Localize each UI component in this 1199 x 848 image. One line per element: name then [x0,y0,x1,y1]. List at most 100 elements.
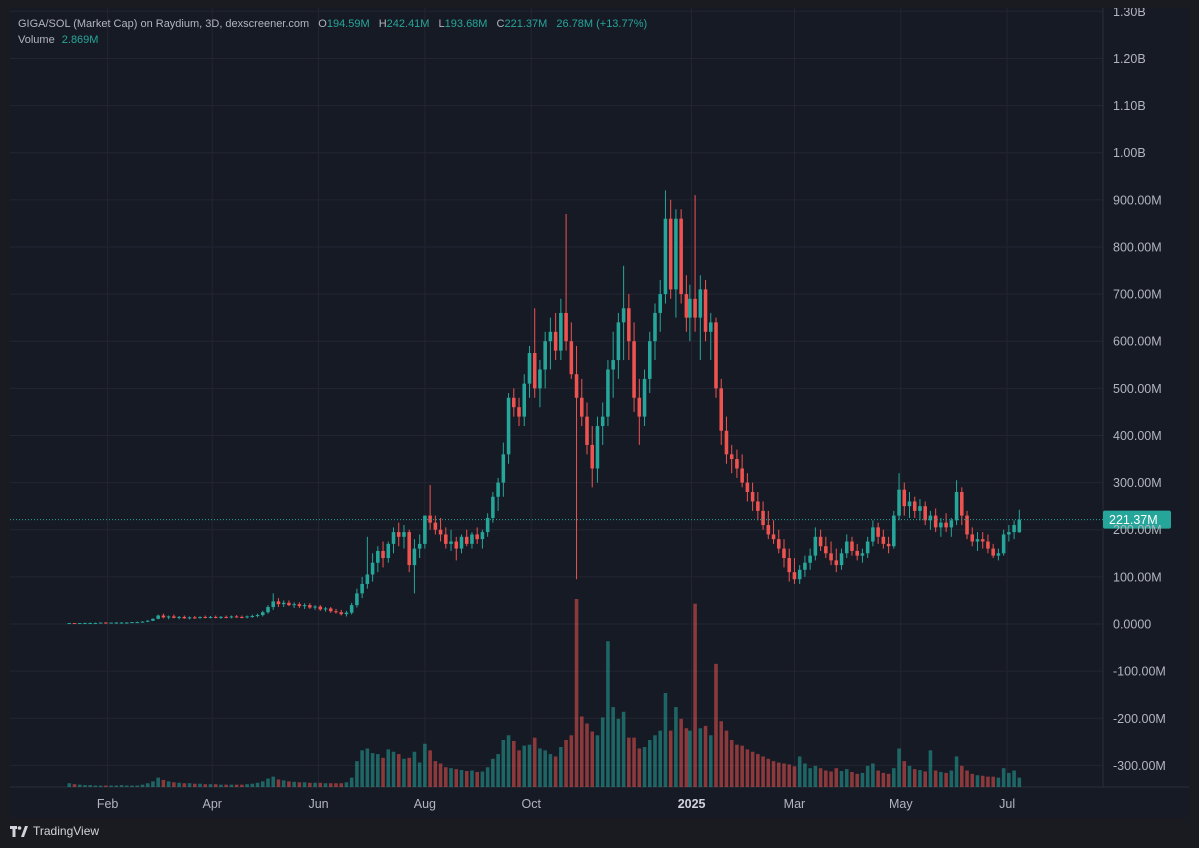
volume-bar [616,718,621,787]
candle-body [491,496,495,518]
volume-bar [349,777,354,787]
volume-bar [470,770,474,787]
y-tick-label: 500.00M [1113,382,1162,396]
volume-bar [933,770,938,787]
volume-bar [449,768,453,787]
candle-body [548,331,553,342]
candle-body [745,482,750,493]
candle-body [224,616,228,618]
volume-bar [637,748,642,787]
volume-bar [381,757,385,787]
volume-bar [829,771,833,787]
volume-bar [260,781,265,787]
candle-body [370,562,375,575]
volume-bar [250,783,255,787]
candle-body [766,525,771,535]
candle-body [787,558,791,573]
ohlc-legend: GIGA/SOL (Market Cap) on Raydium, 3D, de… [18,18,647,30]
candle-body [145,620,150,622]
volume-bar [1017,777,1022,787]
time-axis[interactable]: Feb Apr Jun Aug Oct 2025 Mar May Jul [97,797,1015,811]
candle-body [674,218,678,290]
candle-body [719,388,724,431]
candle-body [663,218,668,295]
candle-body [532,353,537,389]
candle-body [98,622,103,624]
volume-bar [688,730,692,787]
grid [10,8,1189,788]
candle-body [208,616,213,618]
x-tick-label: 2025 [678,797,706,811]
candle-body [792,572,797,580]
volume-bar [386,749,391,787]
candle-body [449,541,453,544]
volume-bar [1007,772,1011,787]
volume-bar [407,757,411,787]
candle-body [611,360,615,370]
volume-bar [606,641,610,787]
volume-bar [125,785,129,787]
candle-body [761,510,765,526]
volume-bar [548,754,553,787]
y-tick-label: 1.20B [1113,52,1146,66]
volume-bar [491,758,495,787]
last-price-label: 221.37M [1109,513,1158,527]
volume-bar [229,784,234,787]
candle-body [292,604,296,606]
volume-bar [813,765,818,787]
candle-body [1001,534,1006,554]
volume-bar [454,769,459,787]
candle-body [688,298,692,318]
candle-body [860,553,865,556]
volume-bar [412,751,417,787]
volume-bar [444,767,448,787]
volume-bar [501,740,506,787]
volume-bar [600,717,605,787]
volume-bar [281,780,286,787]
candle-body [104,622,108,624]
volume-bar [761,756,765,787]
volume-bar [151,781,155,787]
volume-value: 2.869M [61,34,99,46]
candle-body [454,541,459,549]
candle-body [658,294,662,313]
candle-body [156,615,160,619]
candle-body [140,621,145,623]
tradingview-icon [10,825,28,837]
candle-body [698,289,703,318]
volume-bar [668,730,673,787]
candle-body [407,532,411,566]
volume-bar [679,718,683,787]
volume-bar [423,743,427,787]
volume-bar [485,767,490,787]
volume-bar [475,771,479,787]
volume-bar [714,663,718,787]
volume-bar [965,770,969,787]
candle-body [954,492,959,521]
candle-body [818,536,823,547]
candle-body [67,623,72,625]
volume-bar [433,761,438,787]
candle-body [114,622,119,624]
volume-bar [391,751,396,787]
volume-bar [98,785,103,787]
volume-bar [907,765,912,787]
candle-body [83,623,87,625]
volume-bar [156,777,160,787]
tradingview-logo[interactable]: TradingView [10,824,99,838]
candle-body [245,616,249,618]
candle-body [234,616,239,618]
volume-bar [839,771,844,787]
candle-body [501,454,506,483]
candle-body [93,623,98,625]
candlestick-chart[interactable]: 221.37M -300.00M -200.00M -100.00M 0.0000 10… [10,8,1189,818]
candle-body [865,541,870,554]
x-tick-label: Oct [521,797,541,811]
price-axis[interactable]: -300.00M -200.00M -100.00M 0.0000 100.00M 200… [1113,8,1166,773]
candle-body [965,515,969,535]
symbol-title: GIGA/SOL (Market Cap) on Raydium, 3D, de… [18,18,310,30]
volume-bar [653,735,657,787]
candle-body [417,543,422,549]
candle-body [459,536,464,549]
candle-body [297,604,302,607]
